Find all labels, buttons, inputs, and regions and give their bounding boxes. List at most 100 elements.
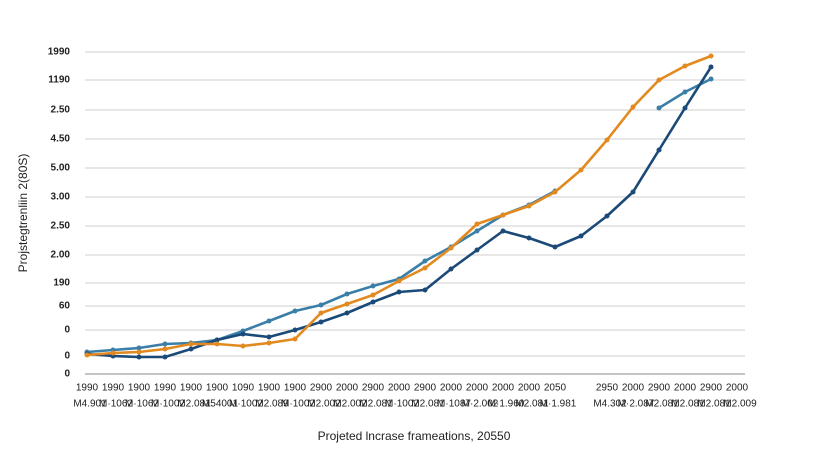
point	[188, 341, 194, 347]
x-tick-sublabel: M54001	[202, 399, 239, 410]
point	[162, 341, 168, 347]
x-tick-sublabel: M2.089	[255, 399, 289, 410]
point	[240, 331, 246, 337]
x-tick-sublabel: M·1002	[281, 399, 315, 410]
point	[292, 327, 298, 333]
x-tick-label: 1900	[284, 383, 307, 394]
point	[552, 244, 558, 250]
point	[136, 345, 142, 351]
point	[370, 299, 376, 305]
x-axis-title: Projeted lncrase frameations, 20550	[318, 429, 511, 443]
y-tick-label: 5.00	[51, 163, 71, 174]
x-tick-sublabel: M·1087	[437, 399, 471, 410]
x-tick-label: 2000	[726, 383, 749, 394]
point	[214, 337, 220, 343]
line-series	[86, 77, 712, 354]
point	[422, 258, 428, 264]
point	[396, 278, 402, 284]
point	[422, 287, 428, 293]
point	[526, 203, 532, 209]
y-tick-label: 2.50	[51, 105, 71, 116]
x-tick-label: 1900	[128, 383, 151, 394]
point	[474, 228, 480, 234]
point	[656, 77, 662, 83]
point	[708, 76, 714, 82]
point	[630, 189, 636, 195]
x-tick-sublabel: M·2.002	[462, 399, 499, 410]
x-tick-sublabel: M2.081	[671, 399, 705, 410]
point	[344, 301, 350, 307]
point	[344, 310, 350, 316]
x-tick-label: 2000	[440, 383, 463, 394]
y-tick-label: 0	[64, 369, 70, 380]
point	[578, 233, 584, 239]
y-tick-label: 190	[53, 278, 70, 289]
x-tick-sublabel: M·1002	[151, 399, 185, 410]
x-tick-label: 2000	[622, 383, 645, 394]
point	[318, 302, 324, 308]
x-tick-label: 1900	[258, 383, 281, 394]
x-tick-label: 1990	[76, 383, 99, 394]
point	[318, 310, 324, 316]
x-tick-sublabel: M4.901	[73, 399, 107, 410]
x-tick-sublabel: M·1062	[125, 399, 159, 410]
point	[656, 105, 662, 111]
point	[162, 354, 168, 360]
point	[578, 167, 584, 173]
point	[370, 292, 376, 298]
point	[162, 346, 168, 352]
x-tick-label: 1990	[154, 383, 177, 394]
x-tick-label: 1090	[232, 383, 255, 394]
point	[136, 349, 142, 355]
point	[266, 340, 272, 346]
point	[84, 352, 90, 358]
x-tick-sublabel: M·1002	[385, 399, 419, 410]
y-axis-title: Projstegtrenliin 2(80S)	[16, 154, 30, 273]
x-tick-label: 2000	[518, 383, 541, 394]
x-tick-sublabel: M·1.960	[488, 399, 525, 410]
point	[708, 64, 714, 70]
x-tick-sublabel: M2.081	[515, 399, 549, 410]
point	[318, 319, 324, 325]
y-tick-label: 4.50	[51, 134, 71, 145]
point	[656, 147, 662, 153]
x-tick-sublabel: M2.081	[697, 399, 731, 410]
point	[344, 291, 350, 297]
x-tick-label: 2900	[310, 383, 333, 394]
point	[188, 346, 194, 352]
y-tick-label: 0	[64, 325, 70, 336]
point	[110, 350, 116, 356]
point	[604, 213, 610, 219]
point	[396, 289, 402, 295]
point	[448, 245, 454, 251]
x-tick-label: 2900	[414, 383, 437, 394]
point	[500, 228, 506, 234]
x-tick-label: 2900	[362, 383, 385, 394]
y-tick-label: 0	[64, 351, 70, 362]
x-tick-label: 1990	[102, 383, 125, 394]
point	[292, 308, 298, 314]
point	[630, 104, 636, 110]
x-tick-sublabel: M4.302	[593, 399, 627, 410]
x-tick-label: 2950	[596, 383, 619, 394]
x-tick-sublabel: M·2.087	[618, 399, 655, 410]
x-tick-sublabel: M2.081	[411, 399, 445, 410]
x-tick-sublabel: M2.081	[177, 399, 211, 410]
point	[552, 189, 558, 195]
y-tick-label: 60	[59, 301, 71, 312]
x-tick-sublabel: M2.081	[645, 399, 679, 410]
point	[708, 53, 714, 59]
x-tick-label: 2900	[648, 383, 671, 394]
x-tick-label: 1900	[180, 383, 203, 394]
point	[682, 89, 688, 95]
point	[500, 212, 506, 218]
x-tick-label: 1900	[206, 383, 229, 394]
point	[422, 265, 428, 271]
point	[370, 283, 376, 289]
point	[604, 137, 610, 143]
point	[526, 235, 532, 241]
point	[214, 341, 220, 347]
x-tick-sublabel: M2.009	[723, 399, 757, 410]
x-tick-sublabel: M·1.981	[540, 399, 577, 410]
